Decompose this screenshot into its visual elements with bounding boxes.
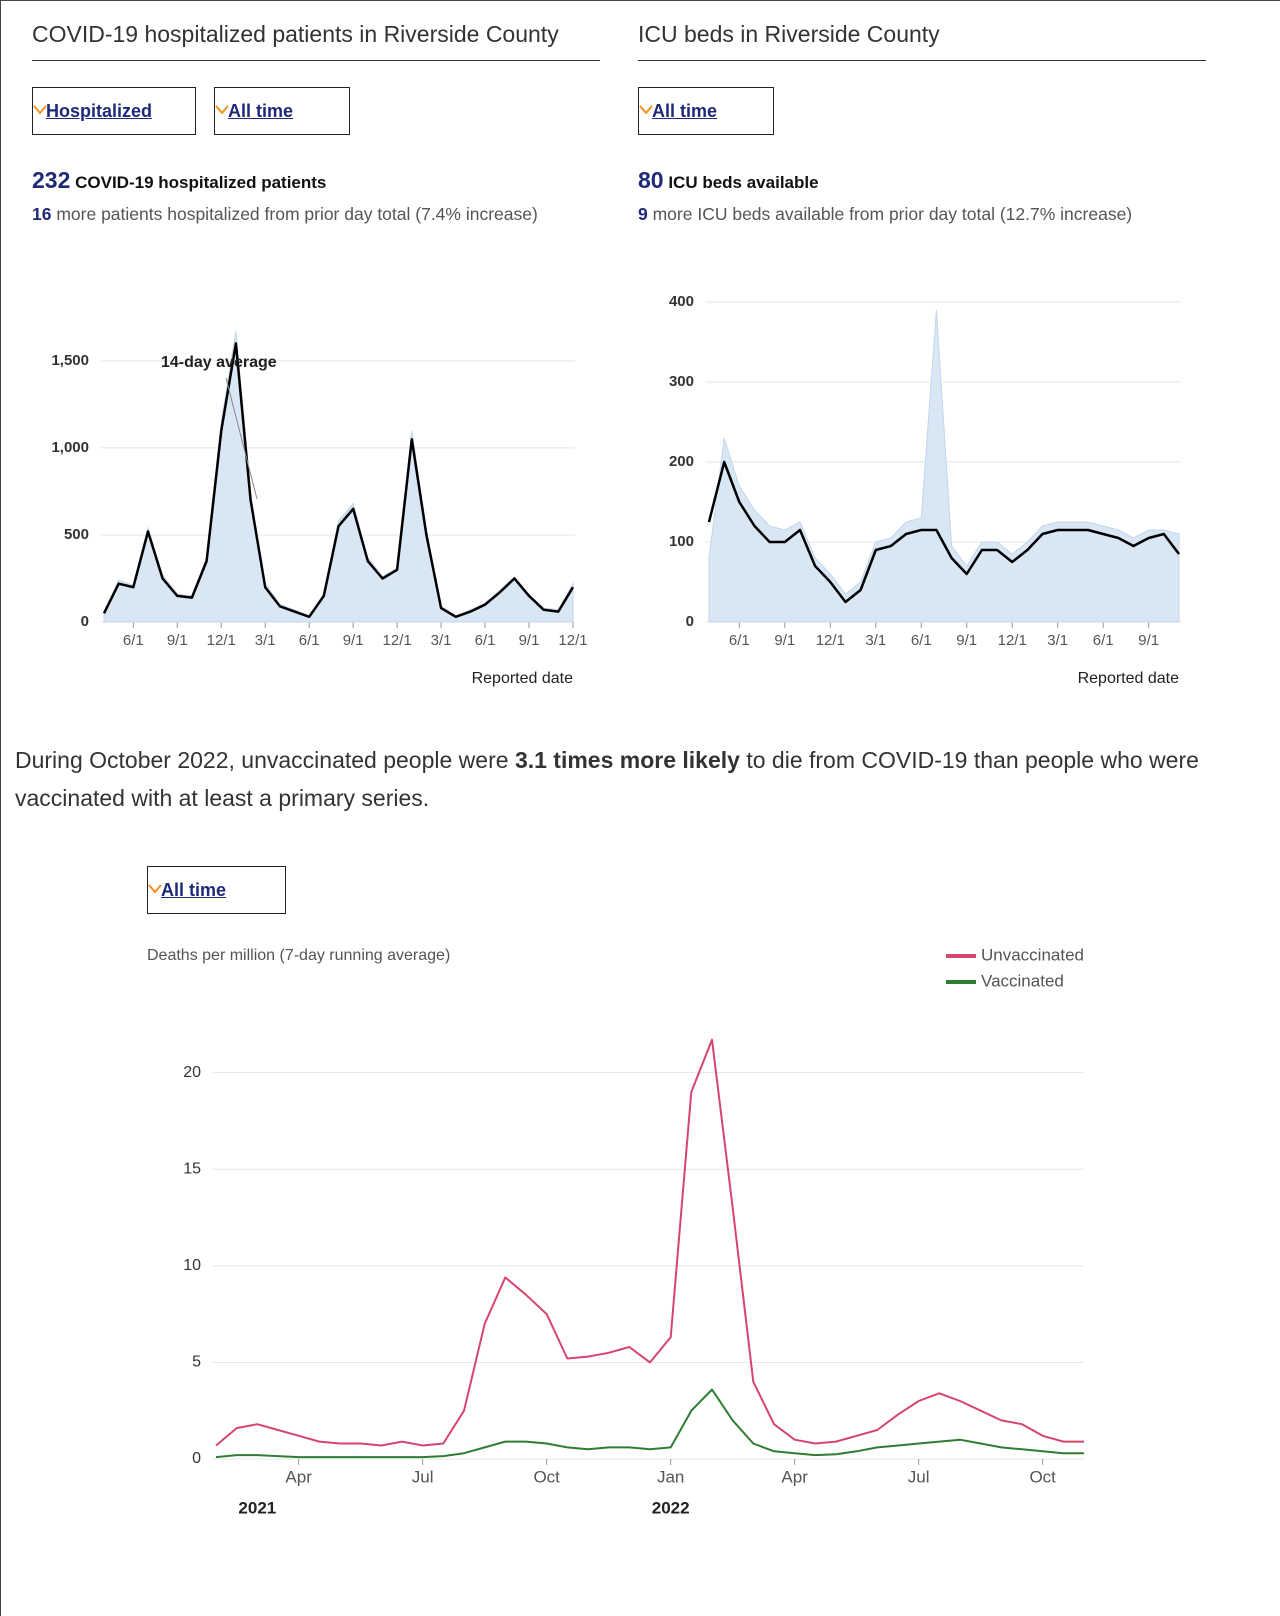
dropdown[interactable]: All time [638,87,774,135]
detail-value: 9 [638,204,648,224]
y-tick-label: 0 [192,1450,201,1467]
headline: 80 ICU beds available [638,167,819,194]
x-tick-label: 6/1 [729,632,750,649]
x-group-label: 2022 [652,1498,690,1517]
dropdown-label[interactable]: All time [161,879,227,900]
x-tick-label: 9/1 [343,632,364,649]
headline-label: ICU beds available [668,173,819,192]
x-group-label: 2021 [238,1498,276,1517]
dropdown-label[interactable]: Hospitalized [46,100,153,121]
headline: 232 COVID-19 hospitalized patients [32,167,326,194]
x-tick-label: 12/1 [558,632,587,649]
chevron [215,105,229,115]
summary-text: During October 2022, unvaccinated people… [15,747,515,773]
x-axis-label: Reported date [1078,670,1180,687]
panel-title: ICU beds in Riverside County [638,21,1206,61]
annotation: 14-day average [161,354,277,371]
legend-label: Vaccinated [981,971,1064,990]
detail: 9 more ICU beds available from prior day… [638,204,1132,225]
dropdown[interactable]: All time [214,87,350,135]
y-tick-label: 0 [81,613,89,630]
area [708,309,1180,623]
dropdown-label[interactable]: All time [652,100,718,121]
x-tick-label: Oct [1029,1467,1056,1486]
x-tick-label: 9/1 [519,632,540,649]
x-tick-label: 6/1 [1093,632,1114,649]
line [102,342,575,619]
x-tick-label: 3/1 [431,632,452,649]
line [707,460,1180,604]
x-tick-label: Apr [781,1467,808,1486]
y-tick-label: 15 [183,1160,201,1177]
summary-text: to die from COVID-19 than people who wer… [15,747,1199,811]
area [103,331,574,623]
chevron [148,884,162,894]
detail: 16 more patients hospitalized from prior… [32,204,538,225]
x-tick-label: 3/1 [865,632,886,649]
x-tick-label: 6/1 [911,632,932,649]
x-tick-label: 9/1 [774,632,795,649]
x-tick-label: 6/1 [475,632,496,649]
detail-label: more ICU beds available from prior day t… [652,204,1133,224]
panel-title: COVID-19 hospitalized patients in Rivers… [32,21,600,61]
x-tick-label: 9/1 [167,632,188,649]
x-tick-label: 6/1 [123,632,144,649]
x-tick-label: 3/1 [1047,632,1068,649]
y-tick-label: 200 [669,453,694,470]
y-tick-label: 500 [64,526,89,543]
summary: During October 2022, unvaccinated people… [15,741,1215,817]
x-tick-label: 12/1 [816,632,845,649]
line [215,1388,1084,1459]
summary-emphasis: 3.1 times more likely [514,747,740,773]
chevron [639,105,653,115]
detail-value: 16 [32,204,52,224]
y-tick-label: 300 [669,373,694,390]
y-tick-label: 20 [183,1064,201,1081]
legend-label: Unvaccinated [981,945,1084,964]
x-axis-label: Reported date [472,670,574,687]
y-tick-label: 400 [669,293,694,310]
y-tick-label: 100 [669,533,694,550]
x-tick-label: 6/1 [299,632,320,649]
x-tick-label: Jul [412,1467,434,1486]
x-tick-label: 9/1 [956,632,977,649]
y-tick-label: 5 [192,1354,201,1371]
x-tick-label: 12/1 [207,632,236,649]
chevron [33,105,47,115]
dropdown[interactable]: All time [147,866,286,914]
annotation-leader [225,377,258,500]
x-tick-label: Oct [533,1467,560,1486]
y-tick-label: 1,000 [51,439,89,456]
y-tick-label: 1,500 [51,352,89,369]
x-tick-label: 12/1 [383,632,412,649]
dropdown-label[interactable]: All time [228,100,294,121]
y-axis-label: Deaths per million (7-day running averag… [147,947,450,964]
x-tick-label: Apr [285,1467,312,1486]
x-tick-label: Jul [908,1467,930,1486]
x-tick-label: 3/1 [255,632,276,649]
headline-value: 232 [32,167,71,193]
headline-label: COVID-19 hospitalized patients [75,173,327,192]
x-tick-label: Jan [657,1467,684,1486]
x-tick-label: 9/1 [1138,632,1159,649]
dropdown[interactable]: Hospitalized [32,87,196,135]
line [215,1038,1084,1447]
y-tick-label: 10 [183,1257,201,1274]
y-tick-label: 0 [686,613,694,630]
x-tick-label: 12/1 [998,632,1027,649]
headline-value: 80 [638,167,664,193]
detail-label: more patients hospitalized from prior da… [56,204,538,224]
